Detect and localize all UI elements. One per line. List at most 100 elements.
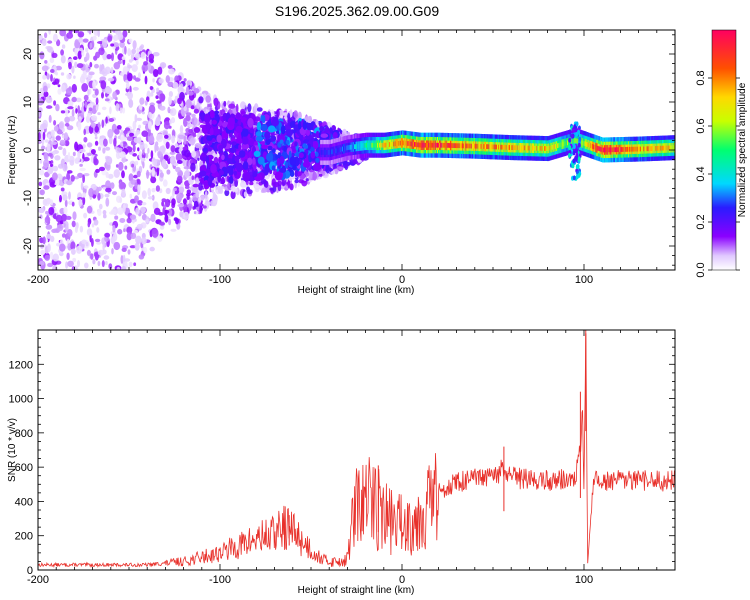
y-tick-label: 400: [15, 496, 33, 508]
heatmap-cell: [38, 34, 43, 41]
heatmap-cell: [134, 53, 141, 60]
heatmap-cell: [630, 146, 632, 152]
heatmap-cell: [99, 71, 106, 75]
heatmap-cell: [351, 144, 354, 150]
heatmap-cell: [194, 117, 198, 125]
heatmap-cell: [50, 141, 58, 146]
heatmap-cell: [40, 249, 46, 256]
heatmap-cell: [164, 214, 169, 223]
heatmap-cell: [39, 260, 45, 266]
heatmap-cell: [504, 144, 507, 150]
heatmap-cell: [111, 52, 114, 62]
heatmap-cell: [89, 42, 93, 49]
heatmap-cell: [88, 30, 92, 35]
heatmap-cell: [571, 139, 573, 144]
heatmap-cell: [136, 47, 140, 54]
heatmap-cell: [473, 143, 475, 149]
heatmap-cell: [235, 188, 238, 193]
heatmap-cell: [104, 193, 110, 198]
heatmap-cell: [418, 142, 420, 148]
heatmap-cell: [345, 145, 347, 151]
heatmap-cell: [215, 115, 220, 121]
heatmap-cell: [39, 169, 45, 176]
heatmap-cell: [581, 140, 583, 145]
heatmap-cell: [88, 107, 93, 112]
heatmap-cell: [70, 174, 75, 182]
heatmap-cell: [46, 233, 52, 239]
heatmap-cell: [116, 125, 122, 130]
heatmap-cell: [69, 159, 75, 166]
heatmap-cell: [119, 182, 127, 190]
heatmap-cell: [476, 143, 478, 149]
heatmap-cell: [67, 106, 74, 110]
heatmap-cell: [185, 86, 190, 95]
heatmap-cell: [327, 150, 330, 155]
heatmap-cell: [59, 194, 62, 203]
heatmap-cell: [287, 179, 291, 189]
heatmap-cell: [146, 169, 150, 179]
heatmap-cell: [527, 145, 530, 151]
heatmap-cell: [531, 145, 534, 151]
heatmap-cell: [669, 145, 671, 151]
heatmap-cell: [134, 77, 141, 82]
heatmap-cell: [454, 143, 456, 148]
heatmap-cell: [323, 150, 325, 155]
heatmap-cell: [435, 142, 438, 148]
x-tick-label: -100: [209, 574, 231, 586]
heatmap-cell: [644, 146, 646, 152]
heatmap-cell: [179, 83, 184, 92]
heatmap-cell: [203, 106, 210, 111]
heatmap-cell: [175, 166, 181, 173]
heatmap-cell: [540, 146, 543, 151]
heatmap-cell: [67, 151, 71, 160]
heatmap-cell: [117, 207, 124, 215]
heatmap-cell: [575, 138, 578, 144]
heatmap-cell: [260, 123, 268, 132]
heatmap-cell: [363, 143, 366, 148]
heatmap-cell: [91, 115, 98, 121]
heatmap-cell: [147, 61, 152, 71]
colorbar-gradient: [712, 30, 736, 270]
heatmap-cell: [72, 211, 77, 221]
heatmap-cell: [384, 142, 386, 148]
heatmap-cell: [369, 142, 371, 148]
heatmap-cell: [242, 161, 249, 170]
heatmap-cell: [82, 174, 85, 183]
heatmap-cell: [450, 143, 452, 148]
heatmap-cell: [54, 78, 60, 85]
heatmap-cell: [161, 158, 167, 169]
heatmap-cell: [542, 146, 545, 151]
heatmap-cell: [589, 143, 592, 148]
heatmap-cell: [83, 136, 88, 143]
heatmap-cell: [121, 266, 127, 270]
heatmap-cell: [71, 108, 75, 118]
heatmap-cell: [304, 144, 309, 149]
heatmap-cell: [94, 136, 98, 140]
heatmap-cell: [182, 159, 186, 167]
heatmap-cell: [121, 247, 127, 252]
heatmap-cell: [82, 38, 89, 43]
heatmap-cell: [64, 199, 68, 208]
heatmap-cell: [465, 143, 467, 149]
heatmap-cell: [335, 148, 337, 154]
colorbar-ticks: 0.00.20.40.60.8: [695, 70, 740, 278]
heatmap-cell: [97, 260, 101, 267]
heatmap-cell: [421, 142, 424, 148]
heatmap-cell: [431, 142, 433, 148]
heatmap-cell: [294, 141, 298, 147]
heatmap-cell: [141, 130, 149, 137]
heatmap-cell: [83, 212, 88, 219]
heatmap-cell: [151, 188, 156, 193]
heatmap-cell: [568, 145, 572, 151]
heatmap-cell: [90, 122, 96, 128]
heatmap-cell: [338, 147, 341, 153]
heatmap-cell: [94, 140, 99, 146]
heatmap-cell: [441, 142, 443, 148]
heatmap-cell: [515, 145, 518, 151]
heatmap-cell: [471, 143, 474, 149]
heatmap-cell: [193, 211, 197, 215]
heatmap-cell: [103, 255, 110, 260]
heatmap-cell: [399, 140, 402, 146]
heatmap-cell: [68, 61, 72, 70]
heatmap-cell: [82, 196, 86, 206]
